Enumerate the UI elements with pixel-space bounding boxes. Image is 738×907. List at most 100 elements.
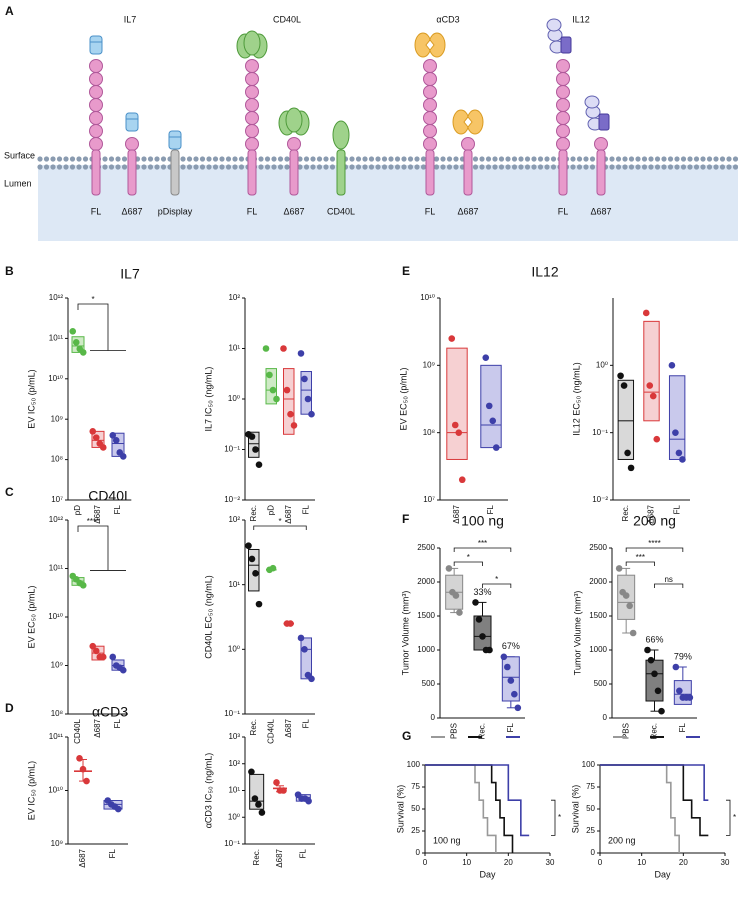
data-point [620,382,628,389]
y-tick-label: 10⁻¹ [592,428,608,437]
lipid-head [362,164,368,170]
lipid-head [433,164,440,170]
significance-label: *** [478,539,487,548]
data-point [622,592,630,599]
lipid-head [355,156,362,162]
data-point [644,646,651,654]
data-point [99,653,107,661]
data-point [308,675,315,683]
lipid-head [661,156,667,162]
lipid-head [576,156,583,162]
lipid-head [388,156,394,162]
lipid-head [349,164,355,170]
data-point [269,564,277,572]
lipid-head [212,164,219,170]
lipid-head [661,164,667,170]
lipid-head [511,156,518,162]
lipid-head [63,156,69,162]
data-point [76,754,83,762]
lipid-head [628,164,635,170]
data-point [297,350,305,357]
lipid-head [485,164,492,170]
chart-annotation: 200 ng [608,835,636,845]
bead [423,98,437,112]
lipid-head [693,164,700,170]
lipid-head [394,164,401,170]
significance-label: ns [664,575,672,584]
lipid-head [700,156,706,162]
lipid-head [271,156,277,162]
chart-title: 200 ng [633,513,676,529]
y-tick-label: 10¹² [49,515,64,524]
lipid-head [50,164,56,170]
x-tick-label: FL [486,504,495,514]
data-point [287,620,294,627]
x-tick-label: Δ687 [452,504,461,523]
lipid-head [583,156,589,162]
lipid-head [37,156,43,162]
lipid-head [199,156,206,162]
lipid-head [511,164,518,170]
x-tick-label: PBS [621,723,630,739]
lipid-head [713,164,719,170]
lipid-head [492,164,498,170]
bead [287,137,301,151]
lipid-head [446,156,453,162]
construct-title: IL12 [572,14,590,24]
chart-annotation: 100 ng [433,835,461,845]
lipid-head [524,156,531,162]
y-axis-label: EV IC₅₀ (p/mL) [26,761,36,820]
y-tick-label: 10⁹ [51,839,63,848]
y-axis-label: EV IC₅₀ (p/mL) [26,369,36,428]
box [265,368,277,405]
data-point [672,663,680,671]
data-point [514,704,522,712]
bead [245,59,259,73]
panel-title: IL7 [120,266,140,282]
transmembrane [336,149,346,196]
significance-label: * [91,295,94,304]
data-point [248,433,256,440]
x-tick-label: 0 [598,858,603,867]
lipid-head [264,164,271,170]
lipid-head [524,164,531,170]
construct-label: Δ687 [121,206,142,216]
box [643,320,660,422]
data-point [255,461,263,469]
lipid-head [706,156,713,162]
lipid-head [622,164,628,170]
lipid-head [687,164,693,170]
data-point [287,410,294,418]
lipid-head [375,156,381,162]
data-point [456,609,463,616]
bead [423,72,437,86]
y-tick-label: 10⁻² [224,495,240,504]
y-axis-label: IL7 IC₅₀ (ng/mL) [203,367,213,432]
significance-label: * [467,553,470,562]
lipid-head [401,156,407,162]
y-tick-label: 10¹⁰ [48,786,63,795]
lipid-head [349,156,355,162]
panel-letter: F [402,512,409,526]
construct-title: IL7 [124,14,137,24]
data-point [492,444,500,451]
lipid-head [726,156,732,162]
bead [89,59,103,73]
domain-detail [425,39,435,51]
y-tick-label: 10⁸ [51,709,63,718]
domain [125,112,139,132]
lipid-head [479,156,485,162]
significance-bracket [726,799,731,836]
data-point [646,382,654,389]
bead [89,98,103,112]
y-tick-label: 75 [411,782,420,791]
lipid-head [505,156,511,162]
lipid-head [108,164,115,170]
domain [332,120,350,150]
lipid-head [570,156,576,162]
lipid-head [667,156,674,162]
lipid-head [635,156,641,162]
lipid-head [297,164,303,170]
x-tick-label: 30 [546,858,555,867]
